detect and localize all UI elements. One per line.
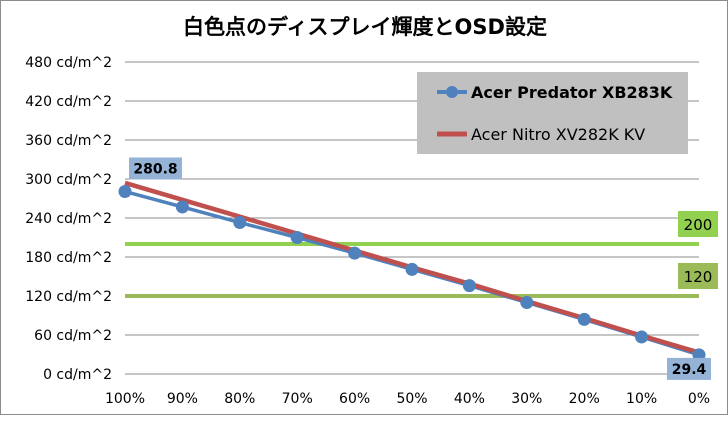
reference-label-120: 120 (684, 268, 713, 286)
data-label-box (667, 357, 711, 380)
x-tick-label: 10% (626, 391, 657, 407)
x-tick-label: 100% (105, 391, 145, 407)
y-tick-label: 60 cd/m^2 (34, 328, 112, 344)
y-tick-label: 480 cd/m^2 (25, 55, 112, 71)
reference-label-200: 200 (684, 216, 713, 234)
chart-title: 白色点のディスプレイ輝度とOSD設定 (183, 15, 547, 39)
legend-marker-xb283k (446, 86, 458, 98)
data-point (520, 296, 534, 309)
x-tick-label: 20% (569, 391, 600, 407)
data-label: 29.4 (672, 362, 707, 378)
series-group (118, 180, 706, 362)
x-tick-label: 0% (688, 391, 710, 407)
data-point (405, 262, 419, 276)
reference-label-box-120 (678, 263, 718, 289)
x-tick-label: 80% (224, 391, 255, 407)
data-labels: 280.8 29.4 (129, 157, 711, 380)
x-tick-label: 70% (282, 391, 313, 407)
data-point (635, 330, 649, 344)
data-point (233, 216, 247, 230)
x-tick-label: 40% (454, 391, 485, 407)
data-point (175, 200, 189, 214)
y-tick-label: 120 cd/m^2 (25, 289, 112, 305)
x-tick-label: 30% (511, 391, 542, 407)
y-tick-label: 300 cd/m^2 (25, 172, 112, 188)
x-tick-label: 60% (339, 391, 370, 407)
data-label-box (129, 157, 182, 180)
reference-lines: 200 120 (125, 211, 718, 298)
data-point (462, 279, 476, 293)
x-tick-label: 90% (167, 391, 198, 407)
y-tick-label: 240 cd/m^2 (25, 211, 112, 227)
y-tick-label: 180 cd/m^2 (25, 250, 112, 266)
y-axis-ticks: 480 cd/m^2 420 cd/m^2 360 cd/m^2 300 cd/m^2… (25, 55, 112, 383)
y-tick-label: 0 cd/m^2 (43, 367, 112, 383)
data-point (118, 184, 132, 198)
legend-label-xb283k: Acer Predator XB283K (471, 83, 673, 102)
legend-box (417, 72, 688, 154)
y-tick-label: 360 cd/m^2 (25, 133, 112, 149)
x-axis-ticks: 100% 90% 80% 70% 60% 50% 40% 30% 20% 10% 0% (105, 391, 710, 407)
legend: Acer Predator XB283K Acer Nitro XV282K K… (417, 72, 688, 154)
data-point (348, 246, 362, 260)
data-label: 280.8 (133, 161, 177, 177)
x-tick-label: 50% (396, 391, 427, 407)
legend-label-xv282k: Acer Nitro XV282K KV (471, 125, 645, 144)
reference-label-box-200 (678, 211, 718, 237)
data-point (577, 312, 591, 326)
data-point (290, 231, 304, 244)
y-tick-label: 420 cd/m^2 (25, 94, 112, 110)
